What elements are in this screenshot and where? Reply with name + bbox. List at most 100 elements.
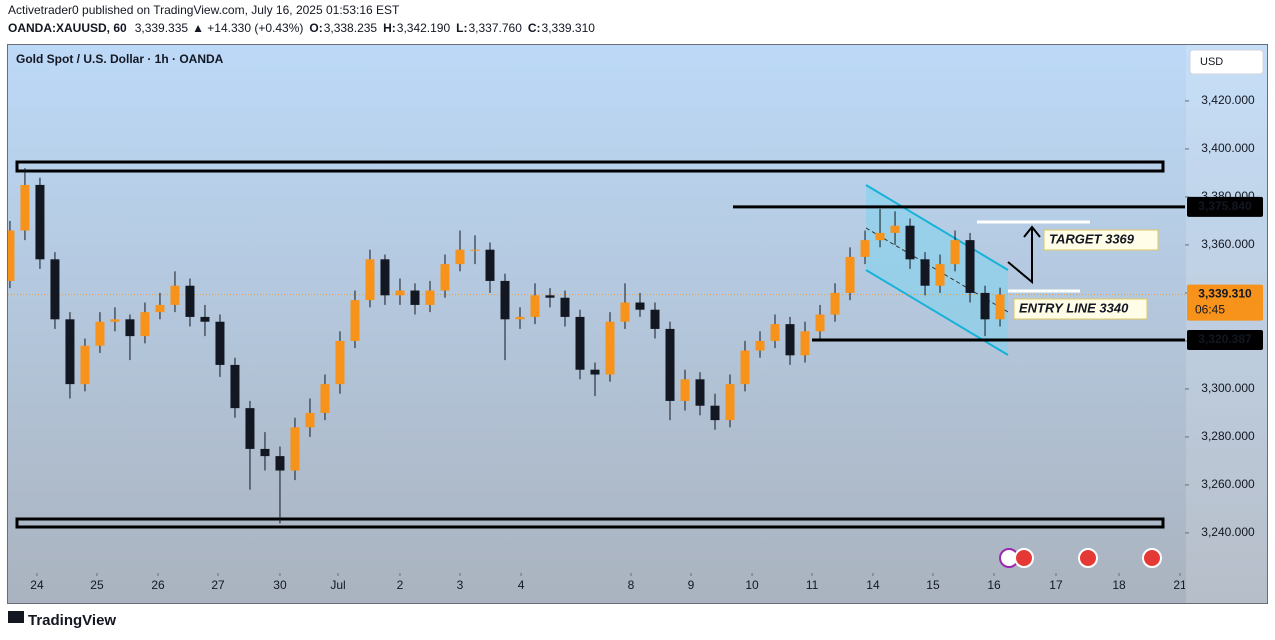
x-tick-label: 15: [926, 578, 940, 592]
candle-body: [245, 408, 255, 449]
header-text: C:: [528, 21, 541, 35]
candle-body: [20, 184, 30, 231]
candle-body: [515, 316, 525, 320]
y-tick-label: 3,260.000: [1201, 477, 1255, 491]
header-text: 3,339.335: [135, 21, 189, 35]
candle-body: [800, 331, 810, 356]
events: [999, 548, 1162, 568]
countdown: 06:45: [1195, 303, 1225, 317]
x-tick-label: 21: [1173, 578, 1187, 592]
candle-body: [605, 321, 615, 375]
candle-body: [860, 240, 870, 257]
y-tick-label: 3,280.000: [1201, 429, 1255, 443]
candle-body: [275, 456, 285, 471]
candle-body: [425, 290, 435, 305]
candle-body: [110, 319, 120, 322]
event-icon[interactable]: [1142, 548, 1162, 568]
range-box-top: [15, 160, 1165, 173]
candle-body: [710, 405, 720, 421]
candle-body: [545, 295, 555, 298]
event-icon[interactable]: [1078, 548, 1098, 568]
candle-body: [140, 312, 150, 337]
target-box: [1043, 229, 1159, 251]
candle-body: [395, 290, 405, 296]
candle-body: [305, 412, 315, 428]
x-tick-label: 25: [90, 578, 104, 592]
entry-label: ENTRY LINE 3340: [1019, 300, 1129, 315]
header-text: 3,338.235: [324, 21, 378, 35]
candle-body: [335, 340, 345, 385]
candle-body: [815, 314, 825, 332]
plot: TARGET 3369 ENTRY LINE 3340: [8, 160, 1185, 529]
candle-body: [200, 316, 210, 322]
arrow-head: [1023, 225, 1041, 238]
x-tick-label: 24: [30, 578, 44, 592]
candle-body: [455, 249, 465, 265]
candle-body: [920, 259, 930, 286]
header-text: O:: [309, 21, 322, 35]
level-badge: [1187, 196, 1263, 217]
candle-body: [950, 240, 960, 265]
y-tick-label: 3,400.000: [1201, 141, 1255, 155]
currency-button[interactable]: [1189, 49, 1264, 75]
target-label: TARGET 3369: [1049, 231, 1135, 246]
candle-body: [8, 230, 15, 281]
byline: Activetrader0 published on TradingView.c…: [8, 3, 400, 17]
x-tick-label: 9: [688, 578, 695, 592]
header-text: 3,342.190: [397, 21, 451, 35]
header-text: OANDA:XAUUSD, 60: [8, 21, 127, 35]
candle-body: [590, 369, 600, 375]
brand: TradingView: [28, 612, 116, 629]
candle-body: [320, 384, 330, 413]
candle-body: [485, 249, 495, 281]
candle-body: [125, 319, 135, 337]
candle-body: [740, 350, 750, 385]
candle-body: [380, 259, 390, 296]
candle-body: [440, 264, 450, 291]
candle-body: [80, 345, 90, 385]
x-tick-label: 27: [211, 578, 225, 592]
header-text: 3,337.760: [468, 21, 522, 35]
candle-body: [350, 300, 360, 341]
channel-top: [865, 184, 1009, 271]
candle-body: [965, 240, 975, 293]
candle-body: [785, 324, 795, 356]
candle-body: [635, 302, 645, 310]
y-tick-label: 3,240.000: [1201, 525, 1255, 539]
candle-body: [365, 259, 375, 301]
projection-arrow: [1007, 227, 1033, 285]
candle-body: [170, 285, 180, 305]
y-tick-label: 3,420.000: [1201, 93, 1255, 107]
candle-body: [215, 321, 225, 365]
x-tick-label: 18: [1112, 578, 1126, 592]
symbol-bar: OANDA:XAUUSD, 60 3,339.335 ▲ +14.330 (+0.4…: [8, 21, 595, 35]
x-tick-label: 2: [397, 578, 404, 592]
candle-body: [95, 321, 105, 346]
candle-body: [695, 379, 705, 406]
last-price-badge: [1187, 284, 1263, 321]
x-tick-label: 26: [151, 578, 165, 592]
candle-body: [260, 448, 270, 457]
brand-icon: [8, 611, 24, 623]
candle-body: [845, 256, 855, 293]
candle-body: [35, 184, 45, 260]
candle-body: [185, 285, 195, 317]
header-text: H:: [383, 21, 396, 35]
event-icon[interactable]: [1014, 548, 1034, 568]
x-tick-label: 4: [518, 578, 525, 592]
last-price-label: 3,339.310: [1198, 287, 1252, 301]
level-label: 3,375.840: [1198, 199, 1252, 213]
price-axis: [1186, 45, 1267, 603]
x-tick-label: 30: [273, 578, 287, 592]
candle-body: [500, 280, 510, 320]
candle-body: [290, 427, 300, 471]
y-tick-label: 3,360.000: [1201, 237, 1255, 251]
candle-body: [725, 384, 735, 421]
candle-body: [530, 295, 540, 317]
entry-box: [1013, 298, 1148, 320]
x-tick-label: 11: [806, 578, 819, 592]
candle-body: [65, 319, 75, 385]
header-text: L:: [456, 21, 467, 35]
candle-body: [575, 316, 585, 370]
